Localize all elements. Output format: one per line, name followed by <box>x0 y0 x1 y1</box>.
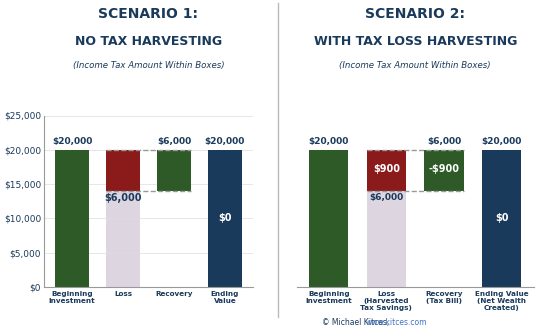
Text: NO TAX HARVESTING: NO TAX HARVESTING <box>75 35 222 48</box>
Text: $6,000: $6,000 <box>369 193 404 202</box>
Text: $0: $0 <box>495 214 509 223</box>
Text: $6,000: $6,000 <box>157 137 191 146</box>
Text: SCENARIO 1:: SCENARIO 1: <box>98 7 199 20</box>
Text: (Income Tax Amount Within Boxes): (Income Tax Amount Within Boxes) <box>73 61 224 70</box>
Text: -$900: -$900 <box>428 164 460 174</box>
Text: $6,000: $6,000 <box>427 137 461 146</box>
Bar <box>106 150 140 191</box>
Text: $20,000: $20,000 <box>52 137 92 146</box>
Text: SCENARIO 2:: SCENARIO 2: <box>365 7 465 20</box>
Bar <box>106 150 140 287</box>
Text: (Income Tax Amount Within Boxes): (Income Tax Amount Within Boxes) <box>339 61 491 70</box>
Bar <box>157 150 191 191</box>
Text: www.kitces.com: www.kitces.com <box>366 318 427 327</box>
Bar <box>309 150 348 287</box>
Text: $20,000: $20,000 <box>482 137 522 146</box>
Text: © Michael Kitces,: © Michael Kitces, <box>322 318 392 327</box>
Text: $20,000: $20,000 <box>309 137 349 146</box>
Bar <box>425 150 464 191</box>
Text: $900: $900 <box>373 164 400 174</box>
Text: WITH TAX LOSS HARVESTING: WITH TAX LOSS HARVESTING <box>314 35 517 48</box>
Bar <box>54 150 89 287</box>
Text: $0: $0 <box>218 214 232 223</box>
Bar <box>367 150 406 287</box>
Text: $6,000: $6,000 <box>104 193 142 203</box>
Bar <box>482 150 521 287</box>
Bar <box>367 150 406 191</box>
Text: $20,000: $20,000 <box>205 137 245 146</box>
Bar <box>208 150 243 287</box>
